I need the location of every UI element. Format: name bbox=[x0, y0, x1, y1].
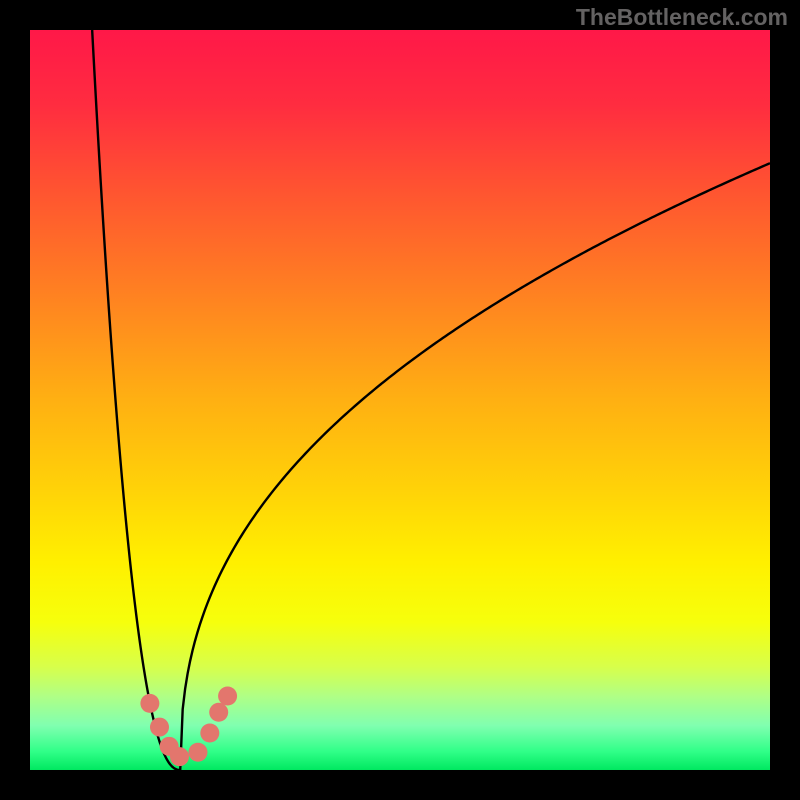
bottleneck-curve-chart bbox=[0, 0, 800, 800]
marker-point bbox=[140, 694, 159, 713]
bottleneck-chart-frame: TheBottleneck.com bbox=[0, 0, 800, 800]
marker-point bbox=[200, 724, 219, 743]
marker-point bbox=[170, 747, 189, 766]
marker-point bbox=[188, 743, 207, 762]
attribution-watermark: TheBottleneck.com bbox=[576, 4, 788, 31]
marker-point bbox=[150, 718, 169, 737]
marker-point bbox=[218, 687, 237, 706]
chart-gradient-background bbox=[30, 30, 770, 770]
marker-point bbox=[209, 703, 228, 722]
